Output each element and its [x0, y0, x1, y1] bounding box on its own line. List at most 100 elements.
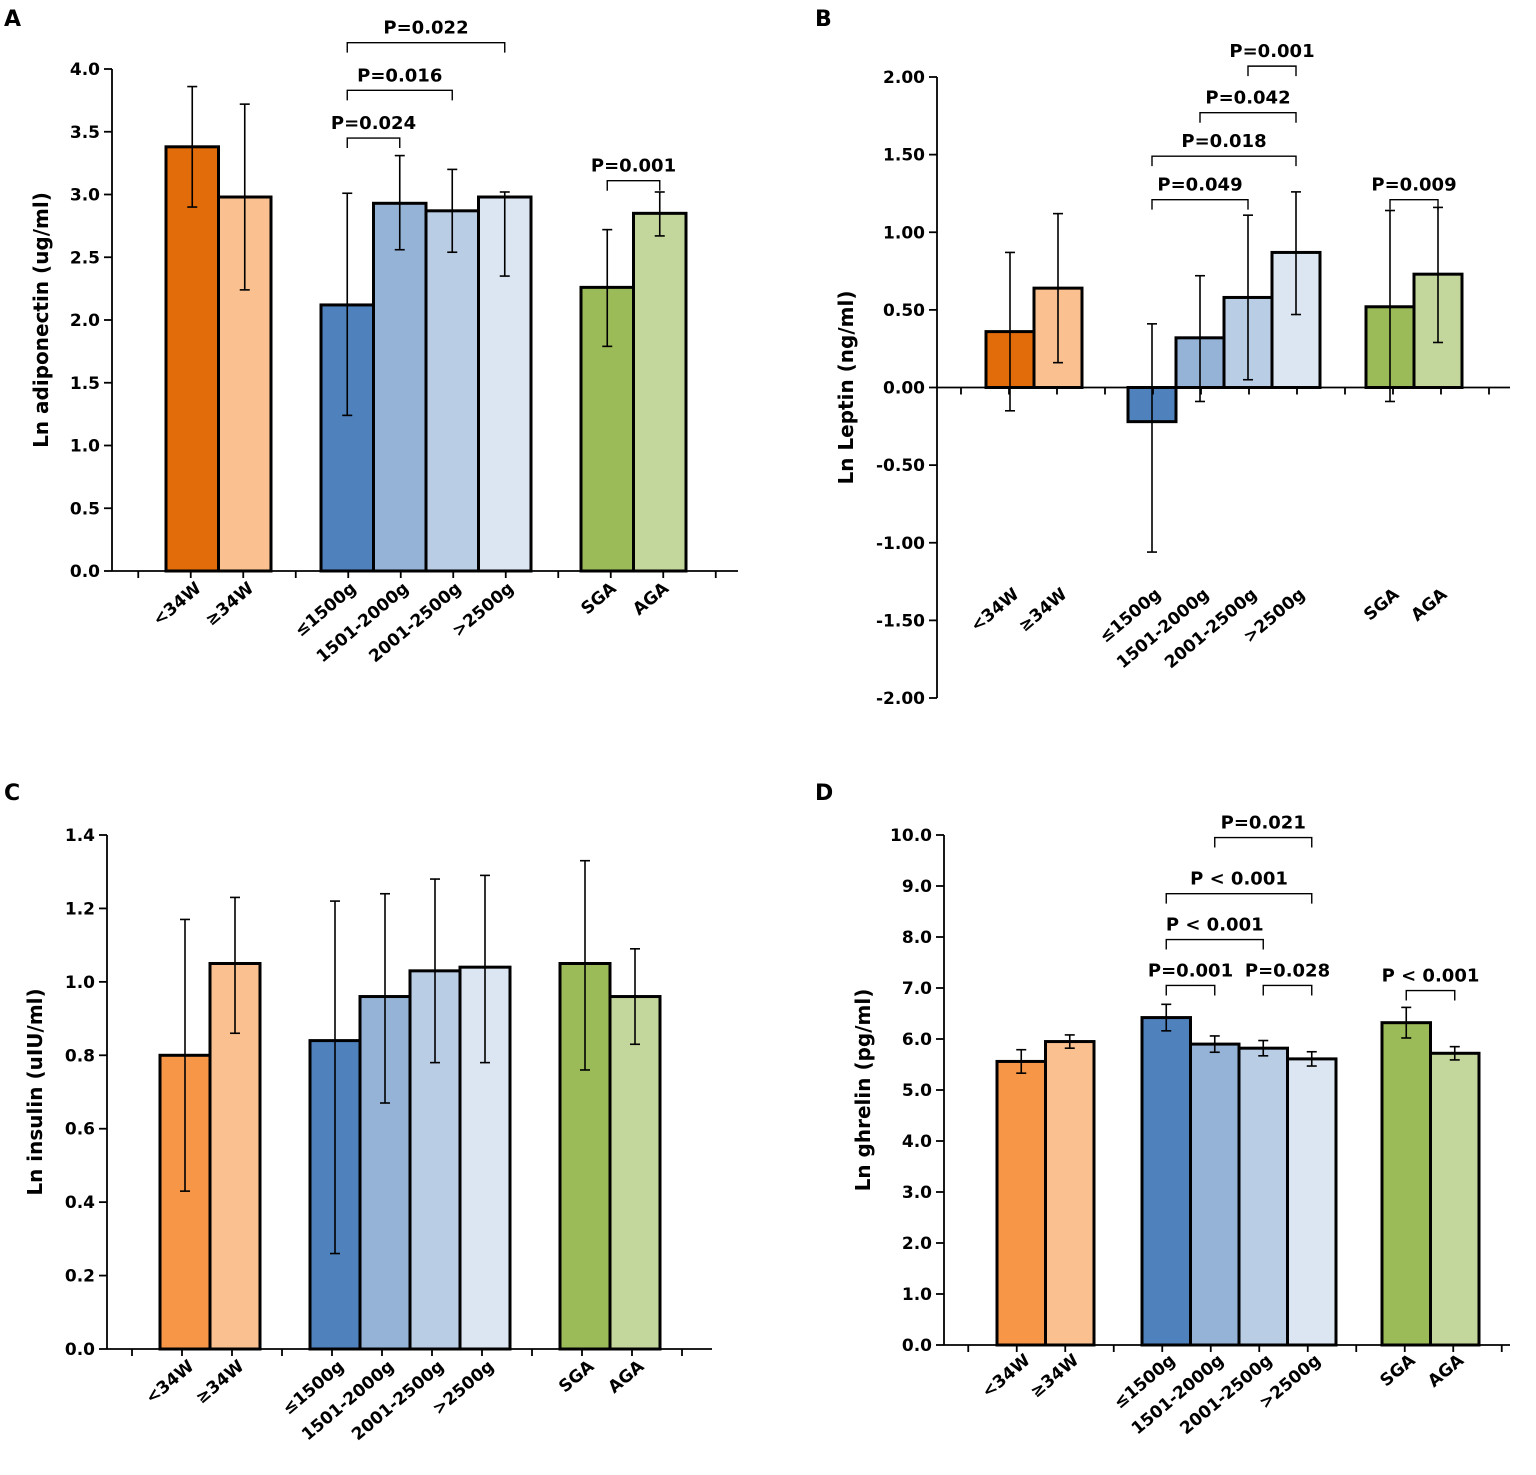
significance-bracket [1151, 155, 1297, 167]
y-tick-label: 1.5 [70, 374, 100, 394]
p-value-label: P=0.022 [383, 18, 468, 39]
category-label: SGA [1360, 584, 1404, 625]
p-value-label: P < 0.001 [1190, 869, 1288, 890]
category-label: SGA [555, 1356, 599, 1397]
p-value-label: P=0.024 [331, 113, 416, 134]
panel-d-ghrelin: D 0.0 1.0 2.0 3.0 4.0 5.0 6.0 7.0 8.0 9.0 10.0 Ln gh… [815, 781, 1510, 1439]
category-label: SGA [1376, 1350, 1420, 1391]
significance-bracket [606, 179, 661, 191]
y-tick-label: 0.6 [65, 1120, 95, 1140]
y-tick-label: 1.00 [883, 223, 925, 243]
y-tick-label: -1.00 [876, 534, 925, 554]
category-label: <34W [142, 1356, 198, 1408]
y-tick-label: -1.50 [876, 611, 925, 631]
panel-letter: B [815, 7, 832, 32]
bar [608, 995, 662, 1351]
significance-bracket [346, 137, 401, 149]
bar [1380, 1021, 1432, 1347]
bar [995, 1059, 1047, 1347]
y-tick-label: 1.2 [65, 899, 95, 919]
category-label: AGA [605, 1356, 649, 1398]
category-label: AGA [629, 578, 673, 620]
p-value-label: P < 0.001 [1382, 966, 1480, 987]
y-tick-label: 0.4 [65, 1193, 95, 1213]
y-tick-label: 9.0 [902, 877, 932, 897]
y-tick-label: -0.50 [876, 456, 925, 476]
p-value-label: P=0.042 [1205, 88, 1290, 109]
category-label: AGA [1424, 1350, 1468, 1392]
y-tick-label: 4.0 [902, 1132, 932, 1152]
category-label: ≥34W [1027, 1350, 1083, 1402]
y-tick-label: 4.0 [70, 60, 100, 80]
y-tick-label: 3.0 [902, 1183, 932, 1203]
p-value-label: P=0.016 [357, 65, 442, 86]
p-value-label: P=0.001 [1148, 960, 1233, 981]
bar [372, 201, 428, 573]
bar [424, 209, 480, 573]
y-axis-title: Ln Leptin (ng/ml) [834, 290, 858, 484]
significance-bracket [1214, 836, 1313, 848]
panel-b-leptin: B -2.00 -1.50 -1.00 -0.50 0.00 0.50 1.00 1.50 2.0… [815, 7, 1510, 709]
significance-bracket [1165, 984, 1216, 996]
panel-a-adiponectin: A 0.0 0.5 1.0 1.5 2.0 2.5 3.0 3.5 4.0 Ln adiponect… [4, 7, 738, 667]
y-tick-label: 0.50 [883, 301, 925, 321]
significance-bracket [1247, 65, 1297, 77]
panel-c-insulin: C 0.0 0.2 0.4 0.6 0.8 1.0 1.2 1.4 Ln insulin (uIU… [4, 781, 712, 1445]
bar [632, 211, 688, 573]
category-label: ≥34W [192, 1356, 248, 1408]
category-label: ≥34W [1015, 584, 1071, 636]
y-tick-label: 1.0 [70, 437, 100, 457]
bar [1044, 1040, 1096, 1347]
y-tick-label: 0.2 [65, 1267, 95, 1287]
significance-bracket [1405, 989, 1456, 1001]
y-tick-label: 5.0 [902, 1081, 932, 1101]
category-label: <34W [149, 578, 205, 630]
significance-bracket [1151, 198, 1249, 210]
y-tick-label: 1.50 [883, 146, 925, 166]
category-label: AGA [1408, 584, 1452, 626]
significance-bracket [1165, 892, 1313, 904]
y-axis-title: Ln ghrelin (pg/ml) [851, 989, 875, 1192]
p-value-label: P=0.018 [1181, 131, 1266, 152]
y-tick-label: 0.5 [70, 499, 100, 519]
y-tick-label: 0.00 [883, 379, 925, 399]
y-tick-label: 1.0 [65, 973, 95, 993]
p-value-label: P=0.049 [1157, 175, 1242, 196]
y-tick-label: 10.0 [890, 826, 932, 846]
p-value-label: P=0.021 [1221, 813, 1306, 834]
category-label: <34W [978, 1350, 1034, 1402]
bar [1286, 1057, 1338, 1347]
panel-letter: A [4, 7, 21, 32]
y-axis-title: Ln adiponectin (ug/ml) [29, 192, 53, 448]
bar [164, 145, 220, 573]
significance-bracket [1389, 198, 1439, 210]
y-tick-label: 2.00 [883, 68, 925, 88]
y-tick-label: 1.0 [902, 1285, 932, 1305]
category-label: ≥34W [202, 578, 258, 630]
y-tick-label: 0.0 [902, 1336, 932, 1356]
y-tick-label: 0.8 [65, 1046, 95, 1066]
y-tick-label: 1.4 [65, 826, 95, 846]
category-label: SGA [577, 578, 621, 619]
panel-letter: C [4, 781, 20, 806]
bar [1189, 1042, 1241, 1347]
y-tick-label: 8.0 [902, 928, 932, 948]
p-value-label: P=0.001 [1229, 41, 1314, 62]
y-tick-label: 2.5 [70, 248, 100, 268]
category-label: 2001-2500g [365, 579, 465, 668]
y-tick-label: 0.0 [65, 1340, 95, 1360]
bar [1237, 1046, 1289, 1347]
y-tick-label: 2.0 [70, 311, 100, 331]
y-tick-label: -2.00 [876, 689, 925, 709]
significance-bracket [1199, 112, 1297, 123]
category-label: <34W [967, 584, 1023, 636]
y-tick-label: 6.0 [902, 1030, 932, 1050]
significance-bracket [346, 89, 453, 101]
p-value-label: P=0.001 [591, 156, 676, 177]
y-tick-label: 0.0 [70, 562, 100, 582]
category-label: 1501-2000g [313, 579, 413, 668]
panel-letter: D [815, 781, 833, 806]
y-tick-label: 3.0 [70, 186, 100, 206]
p-value-label: P=0.028 [1245, 960, 1330, 981]
